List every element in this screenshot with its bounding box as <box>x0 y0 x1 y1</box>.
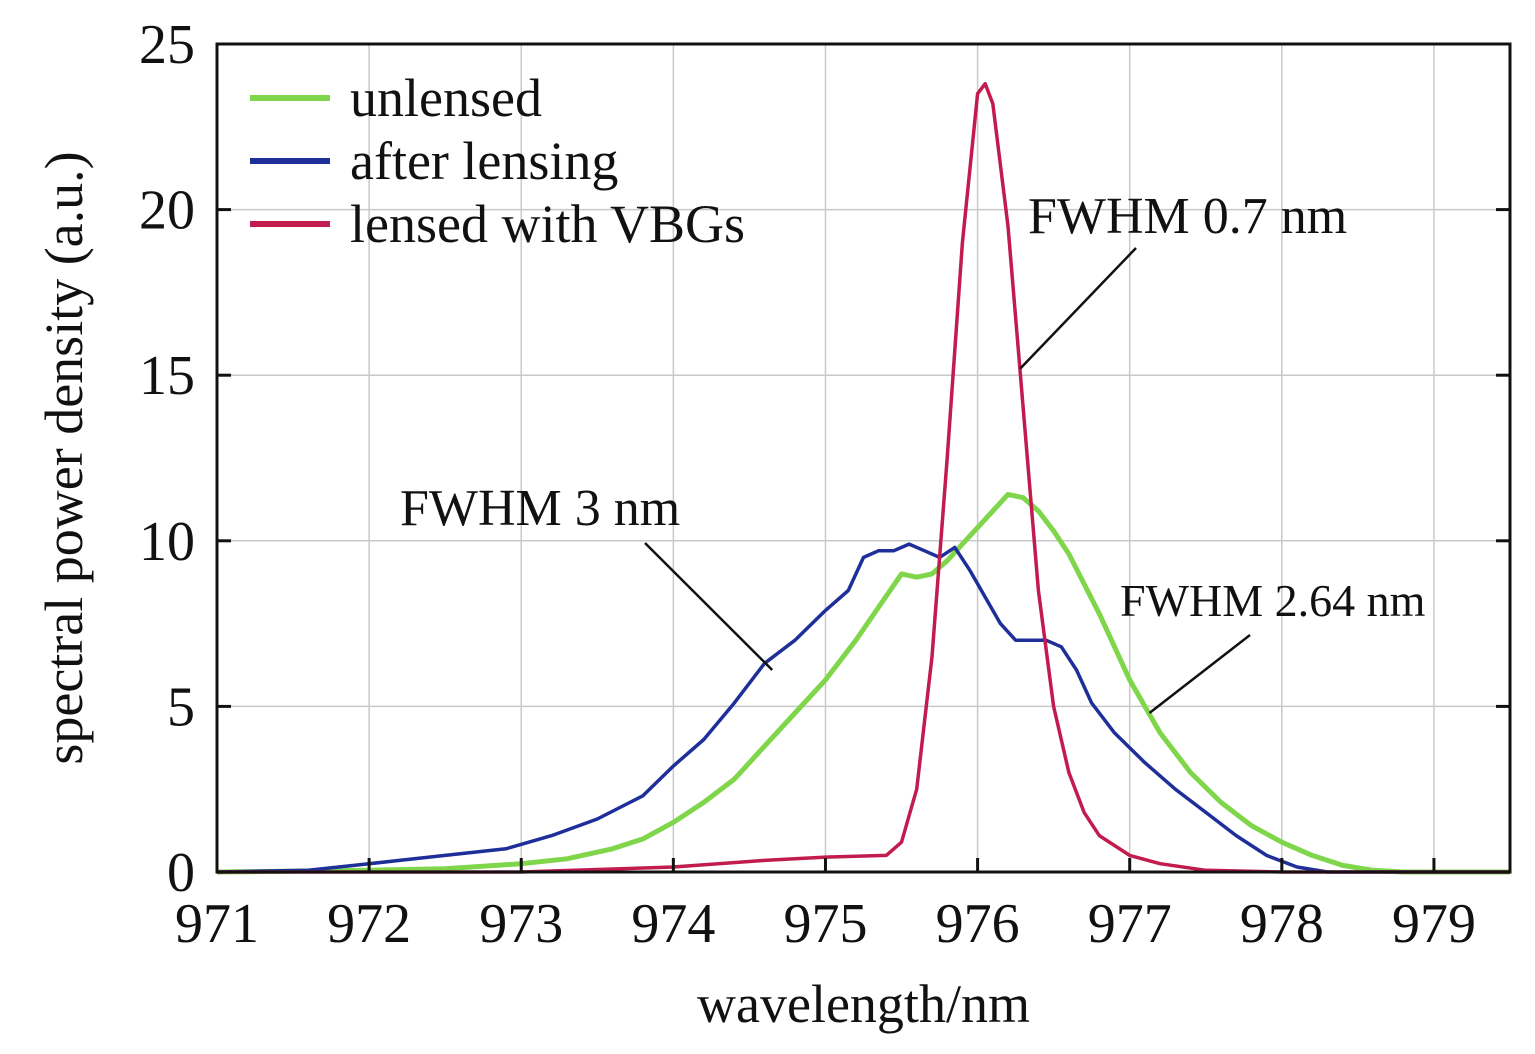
y-axis-title: spectral power density (a.u.) <box>34 151 94 764</box>
annotations: FWHM 0.7 nm FWHM 3 nm FWHM 2.64 nm <box>400 188 1426 715</box>
y-tick-label: 0 <box>167 842 195 904</box>
annotation-fwhm-3nm: FWHM 3 nm <box>400 480 680 537</box>
annotation-leader-fwhm-2.64 <box>1148 634 1251 715</box>
x-tick-label: 971 <box>175 893 259 955</box>
legend-label-after-lensing: after lensing <box>350 131 618 191</box>
x-axis-title: wavelength/nm <box>697 974 1030 1034</box>
annotation-fwhm-0.7nm: FWHM 0.7 nm <box>1028 188 1347 245</box>
annotation-leader-fwhm-0.7 <box>1019 247 1137 370</box>
legend-label-lensed-with-vbgs: lensed with VBGs <box>350 194 745 254</box>
series-lines <box>216 81 1510 875</box>
x-tick-label: 976 <box>936 893 1020 955</box>
legend: unlensed after lensing lensed with VBGs <box>250 68 745 254</box>
x-tick-label: 973 <box>479 893 563 955</box>
legend-label-unlensed: unlensed <box>350 68 542 128</box>
series-line-after-lensing <box>216 542 1510 874</box>
y-tick-label: 15 <box>139 345 195 407</box>
y-tick-label: 10 <box>139 511 195 573</box>
annotation-fwhm-2.64nm: FWHM 2.64 nm <box>1120 575 1426 626</box>
axis-ticks: 971 972 973 974 975 976 977 978 979 0 5 10 15 20 25 <box>139 14 1510 955</box>
y-tick-label: 20 <box>139 180 195 242</box>
x-tick-label: 974 <box>631 893 715 955</box>
series-line-lensed-with-vbgs <box>217 81 1510 874</box>
plot-frame <box>215 42 1512 874</box>
series-line-unlensed <box>216 491 1510 875</box>
x-tick-label: 978 <box>1240 893 1324 955</box>
y-tick-label: 5 <box>167 676 195 738</box>
x-tick-label: 975 <box>783 893 867 955</box>
y-tick-label: 25 <box>139 14 195 76</box>
x-tick-label: 972 <box>327 893 411 955</box>
grid-lines <box>216 43 1510 873</box>
annotation-leader-fwhm-3 <box>644 542 774 671</box>
x-tick-label: 977 <box>1088 893 1172 955</box>
x-tick-label: 979 <box>1392 893 1476 955</box>
